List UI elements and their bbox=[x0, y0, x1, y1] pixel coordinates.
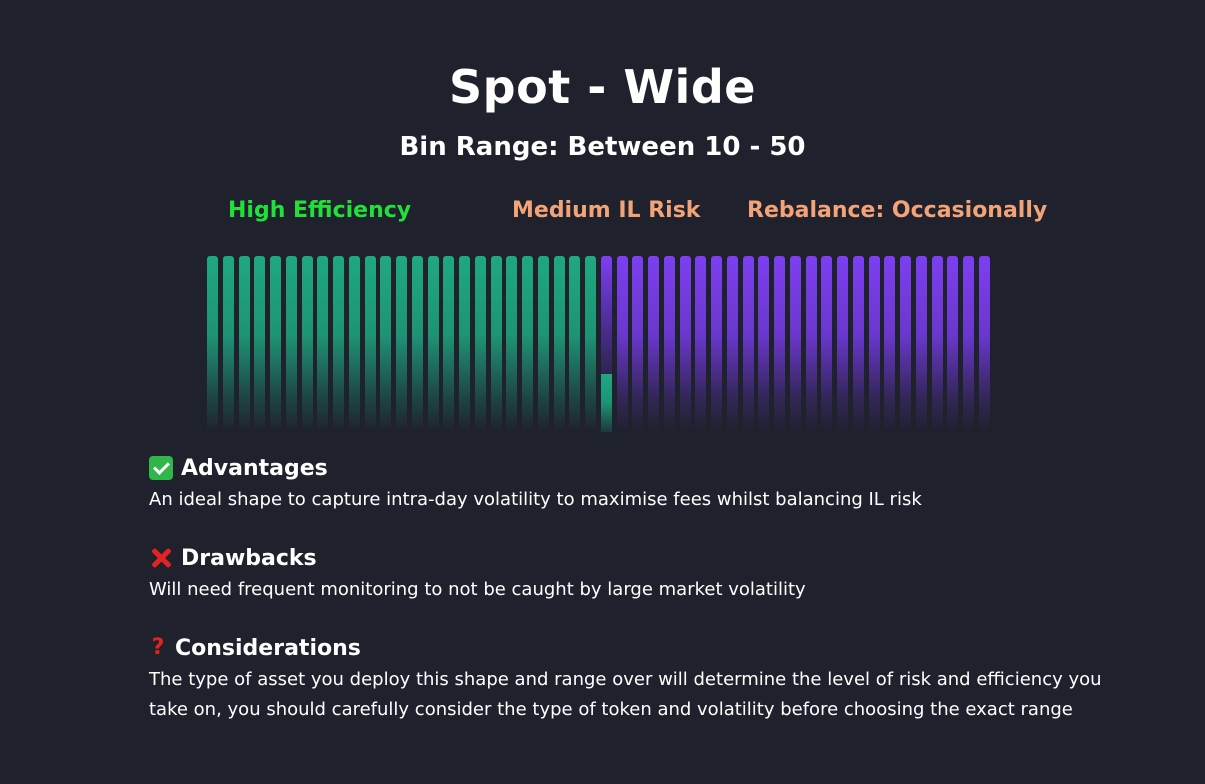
liquidity-bins-visual bbox=[207, 256, 1007, 432]
considerations-title: Considerations bbox=[175, 635, 361, 661]
il-risk-tag: Medium IL Risk bbox=[512, 198, 701, 223]
purple-bin bbox=[821, 256, 833, 432]
green-bin bbox=[537, 256, 549, 432]
drawbacks-title: Drawbacks bbox=[181, 545, 317, 571]
considerations-text: The type of asset you deploy this shape … bbox=[149, 669, 1102, 720]
green-bin bbox=[490, 256, 502, 432]
green-bin bbox=[522, 256, 533, 432]
purple-bin bbox=[758, 256, 770, 432]
green-bin bbox=[285, 256, 297, 432]
green-bin bbox=[317, 256, 329, 432]
purple-bin bbox=[837, 256, 848, 432]
purple-bin bbox=[805, 256, 817, 432]
green-bin bbox=[238, 256, 250, 432]
green-bin bbox=[207, 256, 218, 432]
purple-bin bbox=[868, 256, 880, 432]
purple-bin bbox=[632, 256, 644, 432]
green-bin bbox=[443, 256, 455, 432]
purple-bin bbox=[963, 256, 974, 432]
drawbacks-text: Will need frequent monitoring to not be … bbox=[149, 579, 806, 600]
green-bin bbox=[301, 256, 313, 432]
page-title: Spot - Wide bbox=[449, 60, 756, 114]
green-bin bbox=[474, 256, 486, 432]
active-bin-green-part bbox=[600, 374, 612, 432]
advantages-text: An ideal shape to capture intra-day vola… bbox=[149, 489, 922, 510]
purple-bin bbox=[915, 256, 927, 432]
purple-bin bbox=[616, 256, 628, 432]
purple-bin bbox=[774, 256, 785, 432]
purple-bin bbox=[695, 256, 707, 432]
considerations-section: ? Considerations The type of asset you d… bbox=[149, 633, 1139, 725]
green-bin bbox=[569, 256, 581, 432]
advantages-section: Advantages An ideal shape to capture int… bbox=[149, 453, 1139, 515]
green-bin bbox=[553, 256, 565, 432]
question-mark-icon: ? bbox=[151, 635, 165, 660]
purple-bin bbox=[726, 256, 738, 432]
green-bin bbox=[254, 256, 266, 432]
check-mark-icon bbox=[149, 456, 173, 480]
green-bin bbox=[411, 256, 423, 432]
purple-bin bbox=[900, 256, 911, 432]
cross-mark-icon bbox=[149, 546, 173, 570]
purple-bin bbox=[742, 256, 754, 432]
bin-range-subtitle: Bin Range: Between 10 - 50 bbox=[399, 132, 806, 162]
green-bin bbox=[396, 256, 407, 432]
green-bin bbox=[427, 256, 439, 432]
active-bin-purple-part bbox=[600, 256, 612, 374]
purple-bin bbox=[789, 256, 801, 432]
advantages-title: Advantages bbox=[181, 455, 328, 481]
drawbacks-section: Drawbacks Will need frequent monitoring … bbox=[149, 543, 1139, 605]
purple-bin bbox=[679, 256, 691, 432]
purple-bin bbox=[931, 256, 943, 432]
green-bin bbox=[333, 256, 344, 432]
purple-bin bbox=[648, 256, 659, 432]
purple-bin bbox=[852, 256, 864, 432]
green-bin bbox=[222, 256, 234, 432]
efficiency-tag: High Efficiency bbox=[228, 198, 412, 223]
purple-bin bbox=[947, 256, 959, 432]
purple-bin bbox=[663, 256, 675, 432]
rebalance-tag: Rebalance: Occasionally bbox=[747, 198, 1048, 223]
green-bin bbox=[459, 256, 470, 432]
purple-bin bbox=[884, 256, 896, 432]
green-bin bbox=[348, 256, 360, 432]
green-bin bbox=[506, 256, 518, 432]
green-bin bbox=[270, 256, 281, 432]
green-bin bbox=[380, 256, 392, 432]
purple-bin bbox=[978, 256, 990, 432]
green-bin bbox=[585, 256, 596, 432]
green-bin bbox=[364, 256, 376, 432]
purple-bin bbox=[711, 256, 722, 432]
